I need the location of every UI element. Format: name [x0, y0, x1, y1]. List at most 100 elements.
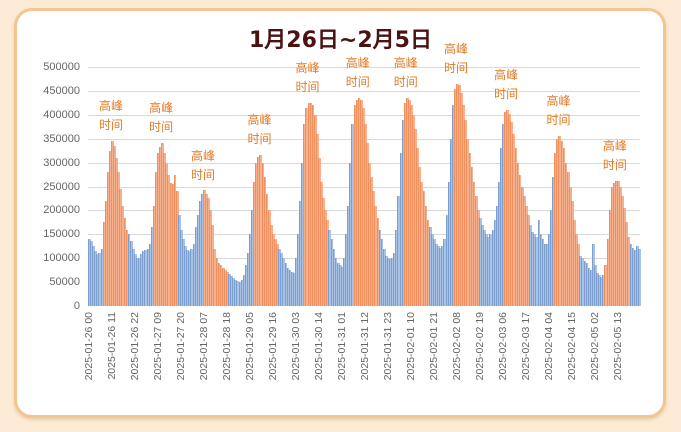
- offpeak-bar: [182, 239, 185, 306]
- peak-bar: [560, 141, 564, 306]
- offpeak-bar: [180, 229, 183, 306]
- offpeak-bar: [286, 267, 290, 306]
- offpeak-bar: [533, 234, 537, 306]
- offpeak-bar: [581, 258, 585, 306]
- offpeak-bar: [336, 262, 340, 306]
- peak-bar: [167, 174, 171, 306]
- peak-time-label: 高峰 时间: [247, 113, 272, 147]
- peak-bar: [267, 210, 271, 306]
- offpeak-bar: [380, 239, 384, 306]
- peak-bar: [171, 184, 175, 306]
- peak-bar: [556, 138, 560, 306]
- offpeak-bar: [127, 234, 131, 306]
- peak-time-label: 高峰 时间: [98, 99, 123, 133]
- peak-bar: [512, 133, 516, 306]
- y-tick-label: 0: [73, 300, 80, 312]
- peak-bar: [562, 148, 566, 306]
- peak-bar: [215, 258, 219, 306]
- offpeak-bar: [136, 258, 139, 306]
- peak-bar: [410, 105, 413, 306]
- peak-bar: [315, 133, 319, 306]
- offpeak-bar: [591, 243, 595, 306]
- x-tick-label: 2025-01-31 01: [336, 312, 348, 381]
- offpeak-bar: [479, 217, 482, 306]
- offpeak-bar: [234, 279, 238, 306]
- peak-bar: [608, 210, 612, 306]
- peak-bar: [303, 124, 307, 306]
- peak-bar: [205, 193, 208, 306]
- peak-bar: [458, 85, 461, 306]
- offpeak-bar: [587, 267, 591, 306]
- peak-bar: [558, 136, 562, 306]
- peak-bar: [460, 93, 463, 306]
- offpeak-bar: [493, 219, 497, 306]
- offpeak-bar: [238, 282, 242, 306]
- offpeak-bar: [430, 234, 434, 306]
- peak-bar: [123, 217, 127, 306]
- peak-time-label: 高峰 时间: [393, 56, 418, 90]
- offpeak-bar: [395, 229, 399, 306]
- peak-bar: [516, 162, 520, 306]
- peak-bar: [157, 153, 160, 306]
- peak-bar: [313, 114, 317, 306]
- peak-bar: [625, 222, 629, 306]
- peak-bar: [403, 102, 407, 306]
- offpeak-bar: [196, 215, 200, 306]
- x-tick-label: 2025-02-05 02: [589, 312, 601, 381]
- peak-bar: [508, 113, 511, 306]
- peak-bar: [525, 205, 528, 306]
- offpeak-bar: [435, 243, 438, 306]
- offpeak-bar: [541, 239, 545, 306]
- offpeak-bar: [637, 248, 641, 306]
- peak-bar: [217, 262, 221, 306]
- x-tick-label: 2025-02-02 19: [474, 312, 486, 381]
- peak-bar: [470, 167, 474, 306]
- offpeak-bar: [489, 234, 493, 306]
- peak-bar: [111, 141, 114, 306]
- offpeak-bar: [596, 272, 599, 306]
- peak-bar: [152, 205, 156, 306]
- peak-bar: [370, 176, 373, 306]
- offpeak-bar: [391, 258, 394, 306]
- peak-bar: [414, 129, 417, 306]
- peak-bar: [418, 167, 422, 306]
- peak-bar: [577, 243, 580, 306]
- x-tick-label: 2025-02-05 13: [612, 312, 624, 381]
- offpeak-bar: [129, 241, 133, 306]
- peak-bar: [575, 234, 578, 306]
- peak-bar: [108, 150, 112, 306]
- offpeak-bar: [236, 281, 240, 306]
- offpeak-bar: [190, 248, 194, 306]
- offpeak-bar: [598, 274, 601, 306]
- peak-bar: [173, 174, 177, 306]
- offpeak-bar: [280, 253, 284, 306]
- offpeak-bar: [602, 274, 606, 306]
- offpeak-bar: [140, 254, 143, 306]
- peak-bar: [353, 105, 357, 306]
- peak-bar: [326, 219, 330, 306]
- peak-bar: [472, 181, 476, 306]
- peak-bar: [125, 229, 129, 306]
- peak-time-label: 高峰 时间: [443, 41, 468, 75]
- offpeak-bar: [92, 246, 95, 306]
- peak-bar: [374, 205, 378, 306]
- peak-bar: [272, 234, 275, 306]
- offpeak-bar: [529, 224, 532, 306]
- y-tick-label: 150000: [43, 228, 80, 241]
- offpeak-bar: [278, 248, 281, 306]
- x-tick-label: 2025-02-04 15: [566, 312, 578, 381]
- offpeak-bar: [382, 248, 386, 306]
- peak-bar: [161, 143, 164, 306]
- peak-bar: [466, 138, 470, 306]
- peak-bar: [357, 98, 361, 306]
- offpeak-bar: [548, 234, 551, 306]
- y-tick-label: 250000: [43, 180, 80, 193]
- peak-bar: [106, 172, 110, 306]
- offpeak-bar: [552, 176, 555, 306]
- x-tick-label: 2025-01-26 00: [83, 312, 95, 381]
- offpeak-bar: [297, 234, 300, 306]
- peak-bar: [366, 143, 369, 306]
- peak-bar: [211, 224, 215, 306]
- peak-bar: [226, 271, 229, 306]
- peak-bar: [564, 162, 568, 306]
